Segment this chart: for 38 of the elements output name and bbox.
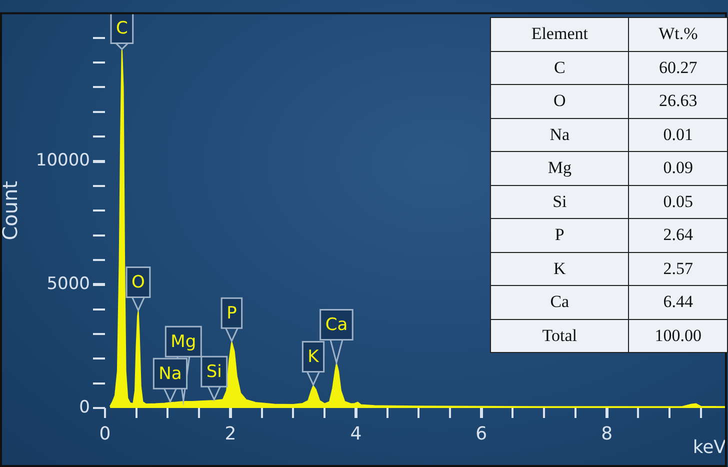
category-label: Si	[490, 185, 629, 218]
annotation: Na	[158, 364, 182, 384]
category-label: C	[490, 51, 629, 84]
x-axis-title: keV	[692, 437, 727, 458]
data-label: 0.09	[628, 152, 728, 185]
category-label: Mg	[490, 152, 629, 185]
x-tick-label: 0	[99, 423, 111, 444]
category-label: Ca	[490, 286, 629, 319]
data-label: 2.64	[628, 218, 728, 252]
data-label: 0.01	[628, 118, 728, 152]
data-label: 60.27	[628, 51, 728, 84]
text: Element	[490, 18, 629, 51]
category-label: Na	[490, 118, 629, 152]
text: Wt.%	[628, 18, 728, 51]
category-label: O	[490, 84, 629, 118]
annotation: C	[116, 18, 128, 39]
annotation: Ca	[325, 315, 348, 336]
data-label: 100.00	[628, 319, 728, 352]
y-axis-title: Count	[0, 180, 22, 240]
x-tick-label: 4	[350, 423, 362, 444]
y-tick-label: 10000	[36, 150, 90, 171]
x-tick-label: 8	[601, 423, 613, 444]
data-label: 0.05	[628, 185, 728, 218]
annotation: O	[132, 272, 145, 293]
y-tick-label: 0	[79, 397, 90, 418]
data-label: 26.63	[628, 84, 728, 118]
annotation: K	[308, 347, 320, 368]
x-tick-label: 2	[224, 423, 236, 444]
y-tick-label: 5000	[46, 274, 90, 294]
annotation: P	[226, 304, 237, 324]
data-label: 2.57	[628, 252, 728, 286]
x-tick-label: 6	[476, 423, 488, 444]
annotation: Si	[206, 362, 222, 382]
annotation: Mg	[170, 332, 196, 352]
category-label: Total	[490, 319, 629, 352]
category-label: K	[490, 252, 629, 286]
data-label: 6.44	[628, 286, 728, 319]
category-label: P	[490, 218, 629, 252]
